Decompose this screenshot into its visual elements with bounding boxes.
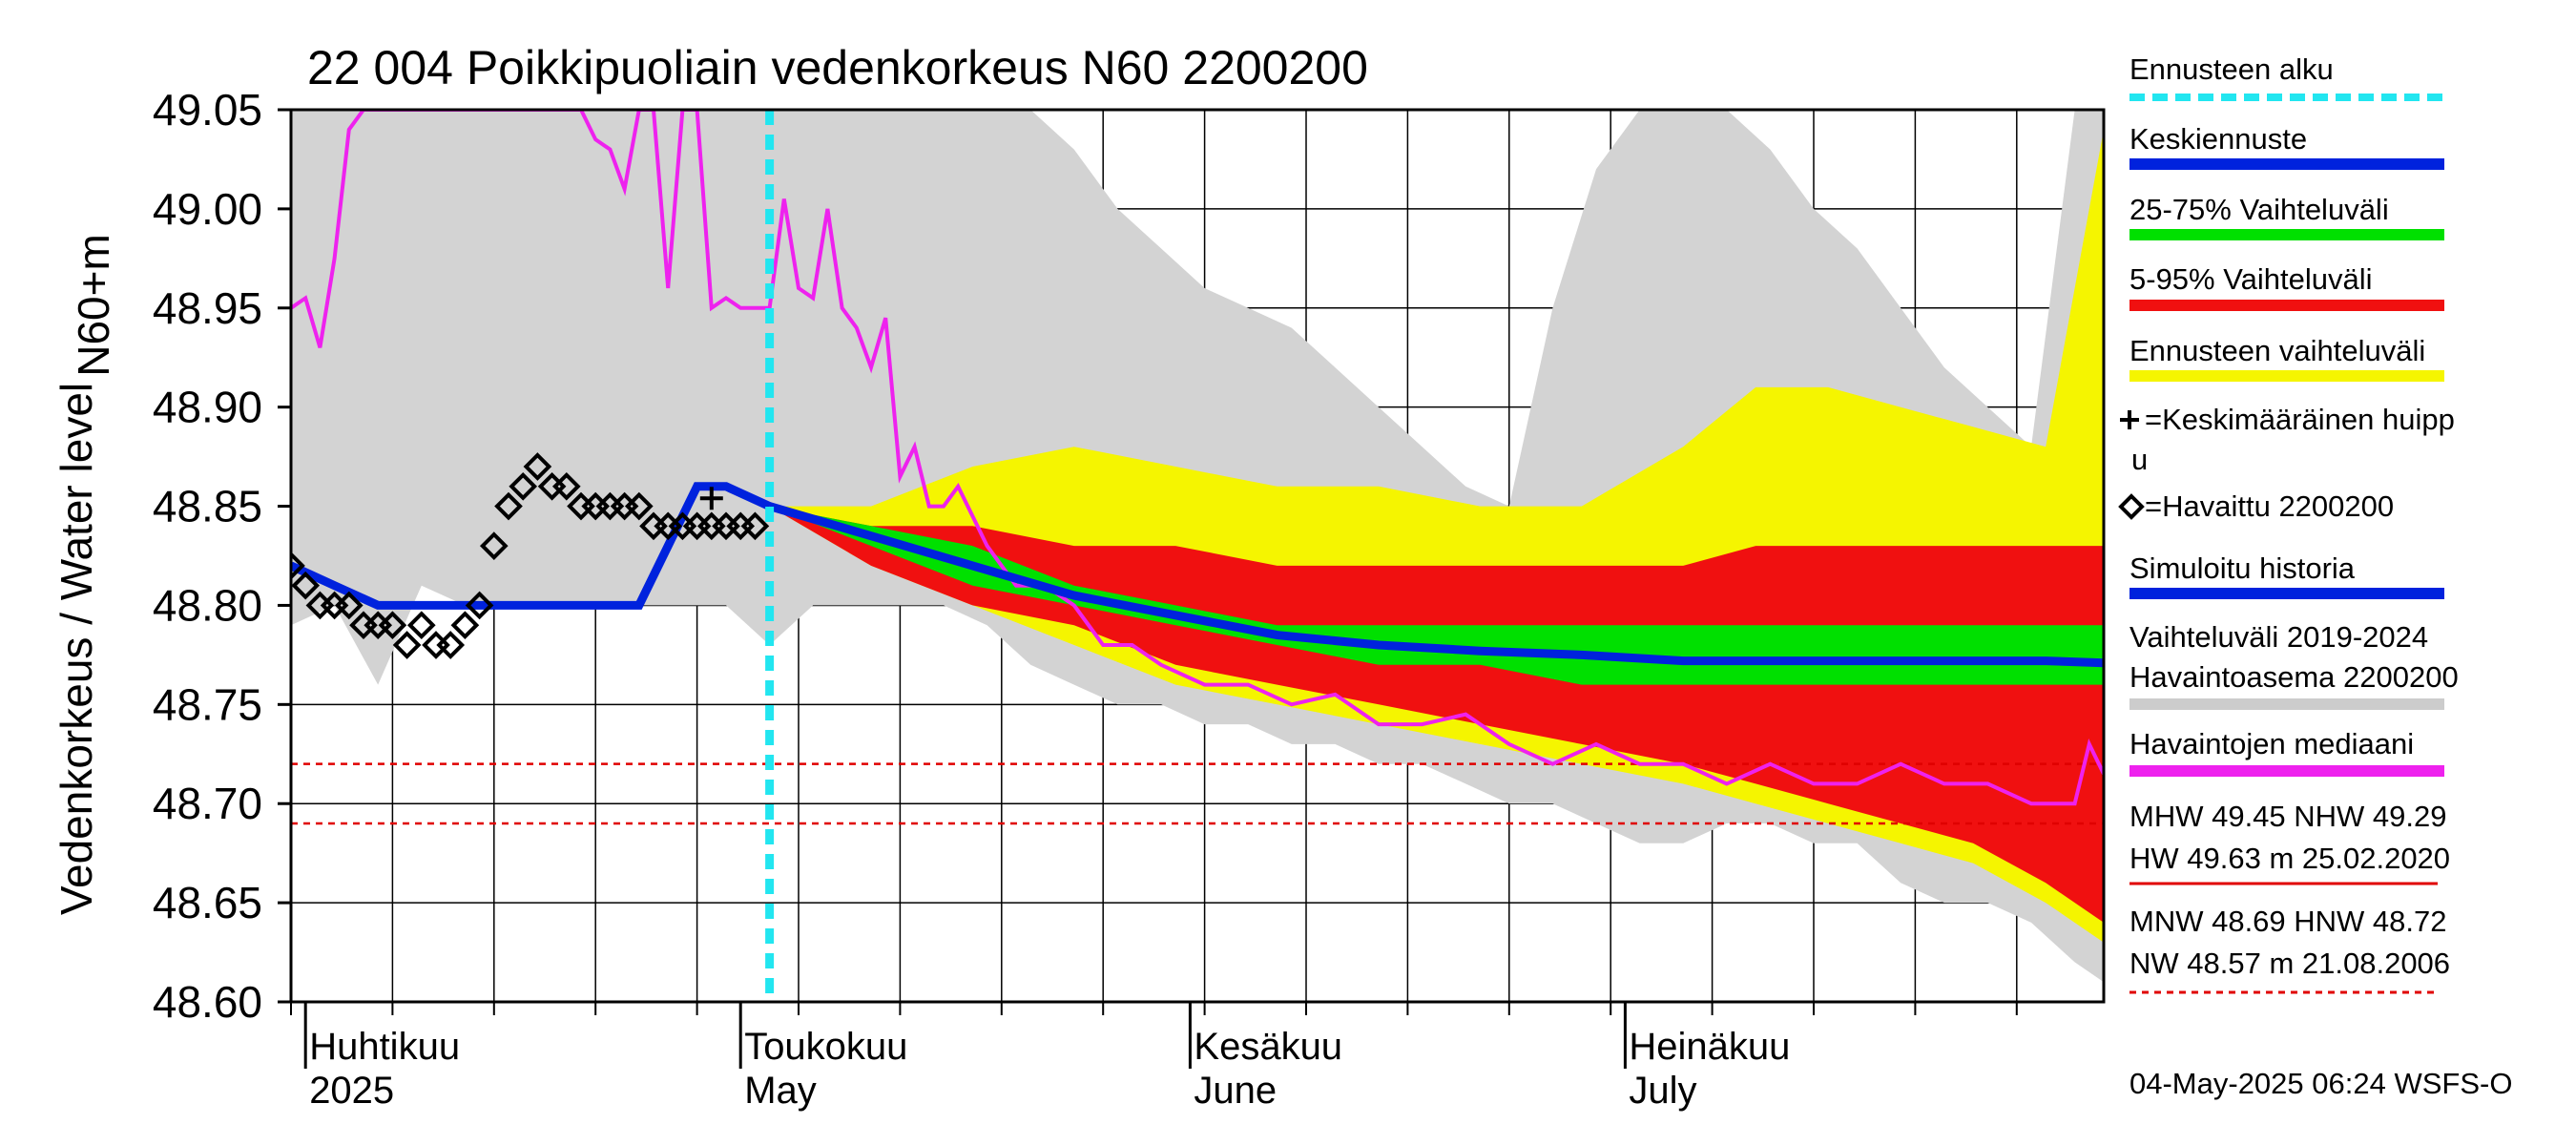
observed-median-line	[291, 110, 2104, 806]
y-axis-unit-label: N60+m	[69, 234, 118, 377]
legend-item: Havaintojen mediaani	[2129, 727, 2444, 777]
legend-diamond-marker	[2118, 493, 2145, 520]
legend-label: =Havaittu 2200200	[2145, 489, 2394, 523]
y-tick-label: 48.60	[153, 977, 262, 1027]
legend-item: Ennusteen vaihteluväli	[2129, 334, 2444, 382]
legend-item: Ennusteen alku	[2129, 52, 2444, 101]
legend-label: Ennusteen vaihteluväli	[2129, 334, 2425, 367]
observed-point	[436, 631, 466, 659]
observed-point	[378, 611, 407, 640]
legend-item: Vaihteluväli 2019-2024 Havaintoasema 220…	[2129, 620, 2459, 710]
legend-item: Simuloitu historia	[2129, 552, 2444, 599]
stats-mhw-nhw: MHW 49.45 NHW 49.29	[2129, 800, 2447, 833]
legend-label: 25-75% Vaihteluväli	[2129, 193, 2389, 226]
mean-peak-marker	[699, 487, 723, 510]
observed-point	[479, 531, 509, 560]
mean-forecast-line	[768, 502, 2104, 668]
legend-item: 5-95% Vaihteluväli	[2129, 262, 2444, 311]
legend-item: Keskiennuste	[2129, 122, 2444, 170]
observed-point	[465, 591, 494, 620]
stats-mnw-hnw: MNW 48.69 HNW 48.72	[2129, 905, 2447, 938]
y-tick-label: 48.85	[153, 482, 262, 531]
legend-label: Vaihteluväli 2019-2024	[2129, 620, 2428, 654]
observed-point	[334, 591, 364, 620]
observed-point	[422, 631, 450, 659]
plot-frame	[289, 108, 2106, 1004]
observed-point	[406, 611, 436, 640]
observed-point	[509, 471, 538, 501]
y-axis-label: Vedenkorkeus / Water level	[52, 383, 101, 915]
observed-point	[291, 571, 321, 600]
observed-point	[392, 631, 422, 659]
observed-point	[450, 611, 480, 640]
observed-point	[551, 471, 581, 501]
month-label-fi: Huhtikuu	[309, 1026, 460, 1068]
legend-item: =Havaittu 2200200	[2118, 489, 2394, 523]
y-tick-label: 48.70	[153, 779, 262, 828]
legend-label: Havaintoasema 2200200	[2129, 660, 2459, 694]
month-label-en: 2025	[309, 1070, 394, 1112]
y-tick-label: 48.65	[153, 878, 262, 927]
legend-plus-marker	[2120, 410, 2139, 429]
legend-item: =Keskimääräinen huipp u	[2120, 403, 2455, 476]
legend-label-wrap: u	[2131, 443, 2148, 476]
observed-point	[523, 452, 552, 481]
y-tick-label: 49.00	[153, 184, 262, 234]
chart-title: 22 004 Poikkipuoliain vedenkorkeus N60 2…	[307, 41, 1368, 94]
legend: Ennusteen alku Keskiennuste 25-75% Vaihtel…	[2118, 52, 2459, 777]
axes: 48.60 48.65 48.70 48.75 48.80 48.85 48.90 48.95…	[153, 85, 2018, 1112]
legend-label: Ennusteen alku	[2129, 52, 2334, 86]
legend-label: Simuloitu historia	[2129, 552, 2356, 585]
stats-nw: NW 48.57 m 21.08.2006	[2129, 947, 2450, 980]
month-label-fi: Toukokuu	[744, 1026, 907, 1068]
simulated-history-line	[291, 482, 772, 610]
observed-point	[291, 552, 305, 580]
month-label-en: July	[1629, 1070, 1696, 1112]
y-tick-label: 48.90	[153, 383, 262, 432]
stats-block: MHW 49.45 NHW 49.29 HW 49.63 m 25.02.202…	[2129, 800, 2450, 994]
footer-timestamp: 04-May-2025 06:24 WSFS-O	[2129, 1067, 2512, 1100]
month-label-fi: Kesäkuu	[1194, 1026, 1342, 1068]
y-tick-label: 49.05	[153, 85, 262, 135]
observed-point	[740, 511, 770, 541]
legend-item: 25-75% Vaihteluväli	[2129, 193, 2444, 240]
legend-label: Havaintojen mediaani	[2129, 727, 2414, 760]
month-label-fi: Heinäkuu	[1629, 1026, 1790, 1068]
observed-point	[494, 491, 523, 521]
y-tick-label: 48.75	[153, 679, 262, 729]
legend-label: 5-95% Vaihteluväli	[2129, 262, 2372, 296]
month-label-en: June	[1194, 1070, 1277, 1112]
plot-area	[291, 110, 2104, 1002]
y-tick-label: 48.80	[153, 580, 262, 630]
legend-label: Keskiennuste	[2129, 122, 2307, 156]
month-label-en: May	[744, 1070, 817, 1112]
stats-hw: HW 49.63 m 25.02.2020	[2129, 842, 2450, 875]
band-25-75	[769, 506, 2104, 685]
y-tick-label: 48.95	[153, 283, 262, 333]
legend-label: =Keskimääräinen huipp	[2145, 403, 2455, 436]
observed-point	[624, 491, 654, 521]
